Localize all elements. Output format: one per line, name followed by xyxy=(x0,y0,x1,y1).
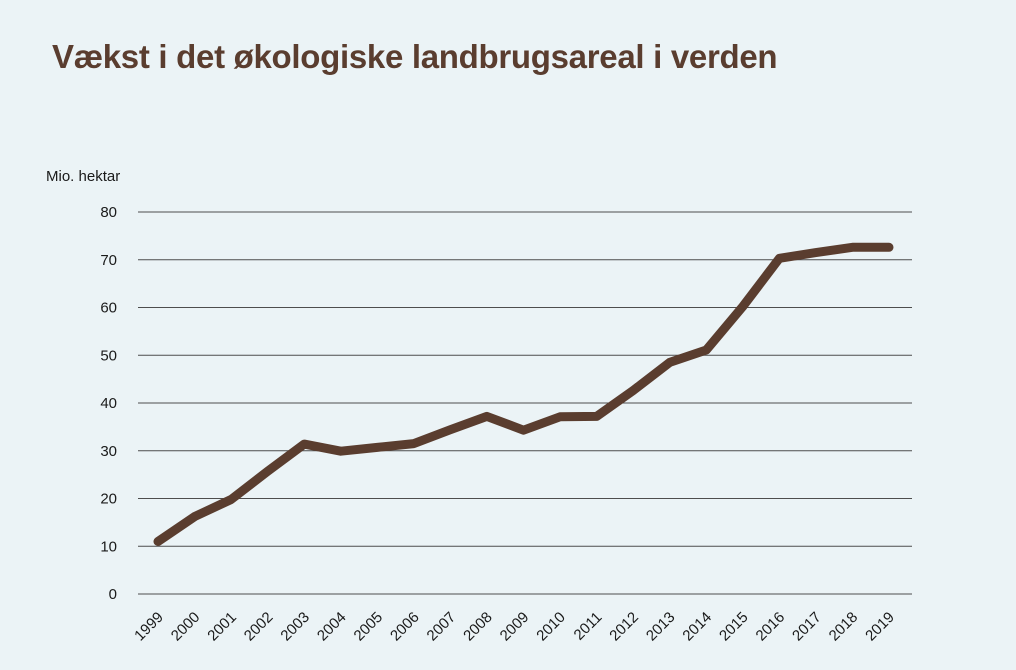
x-tick-label-2015: 2015 xyxy=(716,609,752,645)
y-tick-label-40: 40 xyxy=(100,395,117,412)
data-point-2018 xyxy=(852,247,853,248)
y-tick-label-10: 10 xyxy=(100,538,117,555)
data-series xyxy=(153,242,894,546)
x-tick-label-2018: 2018 xyxy=(826,609,862,645)
x-tick-label-2001: 2001 xyxy=(204,609,240,645)
data-point-2012 xyxy=(633,390,634,391)
x-tick-labels: 1999 2000 2001 2002 2003 2004 2005 2006 2007 2008… xyxy=(131,609,898,645)
chart-title: Vækst i det økologiske landbrugsareal i … xyxy=(52,38,778,75)
x-tick-label-2019: 2019 xyxy=(862,609,898,645)
gridlines xyxy=(138,211,912,595)
x-tick-label-2006: 2006 xyxy=(387,609,423,645)
x-tick-label-2005: 2005 xyxy=(351,609,387,645)
x-tick-label-2017: 2017 xyxy=(789,609,825,645)
x-tick-label-2016: 2016 xyxy=(753,609,789,645)
y-tick-label-30: 30 xyxy=(100,443,117,460)
data-point-2001 xyxy=(231,499,232,500)
y-tick-label-0: 0 xyxy=(109,586,117,603)
x-tick-label-2009: 2009 xyxy=(497,609,533,645)
data-point-2006 xyxy=(413,443,414,444)
y-tick-label-80: 80 xyxy=(100,204,117,221)
x-tick-label-2000: 2000 xyxy=(168,609,204,645)
x-tick-label-2003: 2003 xyxy=(277,609,313,645)
data-point-2000 xyxy=(194,516,195,517)
y-tick-labels: 0 10 20 30 40 50 60 70 80 xyxy=(100,204,117,603)
data-point-2002 xyxy=(267,471,268,472)
data-point-2009 xyxy=(523,430,524,431)
x-tick-label-2010: 2010 xyxy=(533,609,569,645)
y-tick-label-20: 20 xyxy=(100,491,117,508)
data-point-2003 xyxy=(304,444,305,445)
series-line-0 xyxy=(153,242,894,546)
data-point-2013 xyxy=(669,362,670,363)
data-point-2010 xyxy=(560,416,561,417)
y-tick-label-60: 60 xyxy=(100,300,117,317)
x-tick-label-2008: 2008 xyxy=(460,609,496,645)
data-point-2011 xyxy=(596,416,597,417)
y-tick-label-70: 70 xyxy=(100,252,117,269)
x-tick-label-2013: 2013 xyxy=(643,609,679,645)
data-point-2008 xyxy=(486,416,487,417)
y-axis-unit-label: Mio. hektar xyxy=(46,168,120,185)
x-tick-label-2012: 2012 xyxy=(606,609,642,645)
data-point-2004 xyxy=(340,451,341,452)
x-tick-label-2002: 2002 xyxy=(241,609,277,645)
data-point-2005 xyxy=(377,447,378,448)
y-tick-label-50: 50 xyxy=(100,347,117,364)
data-point-2015 xyxy=(742,306,743,307)
data-point-2017 xyxy=(815,252,816,253)
x-tick-label-1999: 1999 xyxy=(131,609,167,645)
x-tick-label-2011: 2011 xyxy=(571,609,606,644)
x-tick-label-2014: 2014 xyxy=(679,609,715,645)
data-point-2016 xyxy=(779,258,780,259)
x-tick-label-2007: 2007 xyxy=(424,609,460,645)
data-point-2007 xyxy=(450,429,451,430)
x-tick-label-2004: 2004 xyxy=(314,609,350,645)
data-point-1999 xyxy=(158,541,159,542)
data-point-2014 xyxy=(706,349,707,350)
data-point-2019 xyxy=(889,247,890,248)
